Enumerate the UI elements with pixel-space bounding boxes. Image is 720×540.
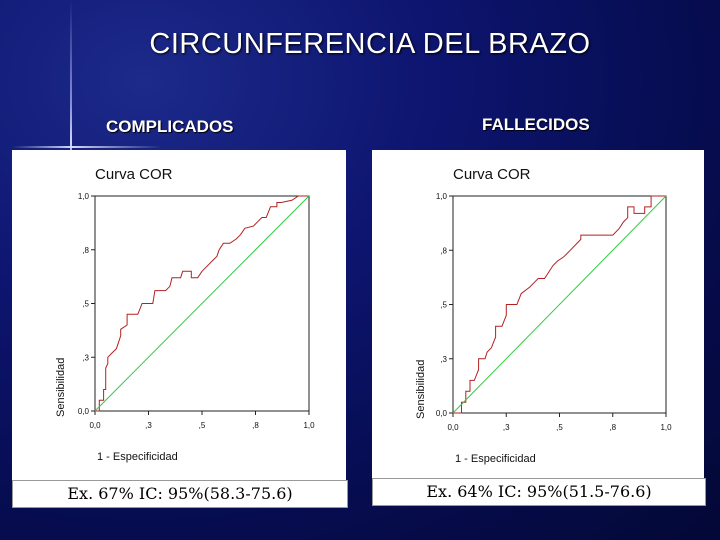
chart-title: Curva COR <box>95 166 173 183</box>
y-axis-label: Sensibilidad <box>55 358 67 417</box>
y-tick-label: 0,0 <box>78 407 90 416</box>
chart-title: Curva COR <box>453 166 531 183</box>
x-tick-label: ,8 <box>252 421 259 430</box>
footer-stats-complicados: Ex. 67% IC: 95%(58.3-75.6) <box>12 480 348 508</box>
x-tick-label: 1,0 <box>660 423 672 432</box>
y-tick-label: ,3 <box>440 355 447 364</box>
roc-chart-svg: Curva COR 0,0 ,3 ,5 ,8 1,0 0,0 ,3 ,5 ,8 1,0 1 - Esp… <box>415 166 672 465</box>
y-tick-label: ,5 <box>82 300 89 309</box>
y-tick-label: ,8 <box>440 246 447 255</box>
roc-chart-panel-complicados: Curva COR 0,0 ,3 ,5 ,8 1,0 0,0 ,3 ,5 ,8 1,0 1 - Esp… <box>12 150 346 480</box>
decorative-vertical-line <box>70 0 72 175</box>
x-tick-label: ,8 <box>609 423 616 432</box>
x-tick-label: 0,0 <box>89 421 101 430</box>
slide-title: CIRCUNFERENCIA DEL BRAZO <box>149 28 591 60</box>
x-tick-label: ,3 <box>503 423 510 432</box>
y-tick-label: ,3 <box>82 353 89 362</box>
y-axis-label: Sensibilidad <box>415 360 427 419</box>
y-tick-label: ,5 <box>440 301 447 310</box>
y-tick-label: 1,0 <box>78 192 90 201</box>
x-tick-label: ,5 <box>199 421 206 430</box>
roc-chart-panel-fallecidos: Curva COR 0,0 ,3 ,5 ,8 1,0 0,0 ,3 ,5 ,8 1,0 1 - Esp… <box>372 150 704 480</box>
x-tick-label: ,5 <box>556 423 563 432</box>
x-axis-label: 1 - Especificidad <box>455 453 536 465</box>
roc-curve-line <box>453 195 666 414</box>
x-tick-label: 0,0 <box>447 423 459 432</box>
roc-curve-line <box>95 195 309 412</box>
roc-chart-svg: Curva COR 0,0 ,3 ,5 ,8 1,0 0,0 ,3 ,5 ,8 1,0 1 - Esp… <box>55 166 315 463</box>
y-tick-label: ,8 <box>82 246 89 255</box>
y-tick-label: 0,0 <box>436 409 448 418</box>
x-axis-label: 1 - Especificidad <box>97 451 178 463</box>
panel-title-fallecidos: FALLECIDOS <box>482 115 590 134</box>
decorative-horizontal-line <box>12 146 162 148</box>
reference-diagonal-line <box>452 195 667 414</box>
x-tick-label: ,3 <box>145 421 152 430</box>
reference-diagonal-line <box>94 195 310 412</box>
panel-title-complicados: COMPLICADOS <box>106 117 234 136</box>
y-tick-label: 1,0 <box>436 192 448 201</box>
footer-stats-fallecidos: Ex. 64% IC: 95%(51.5-76.6) <box>372 478 706 506</box>
x-tick-label: 1,0 <box>303 421 315 430</box>
